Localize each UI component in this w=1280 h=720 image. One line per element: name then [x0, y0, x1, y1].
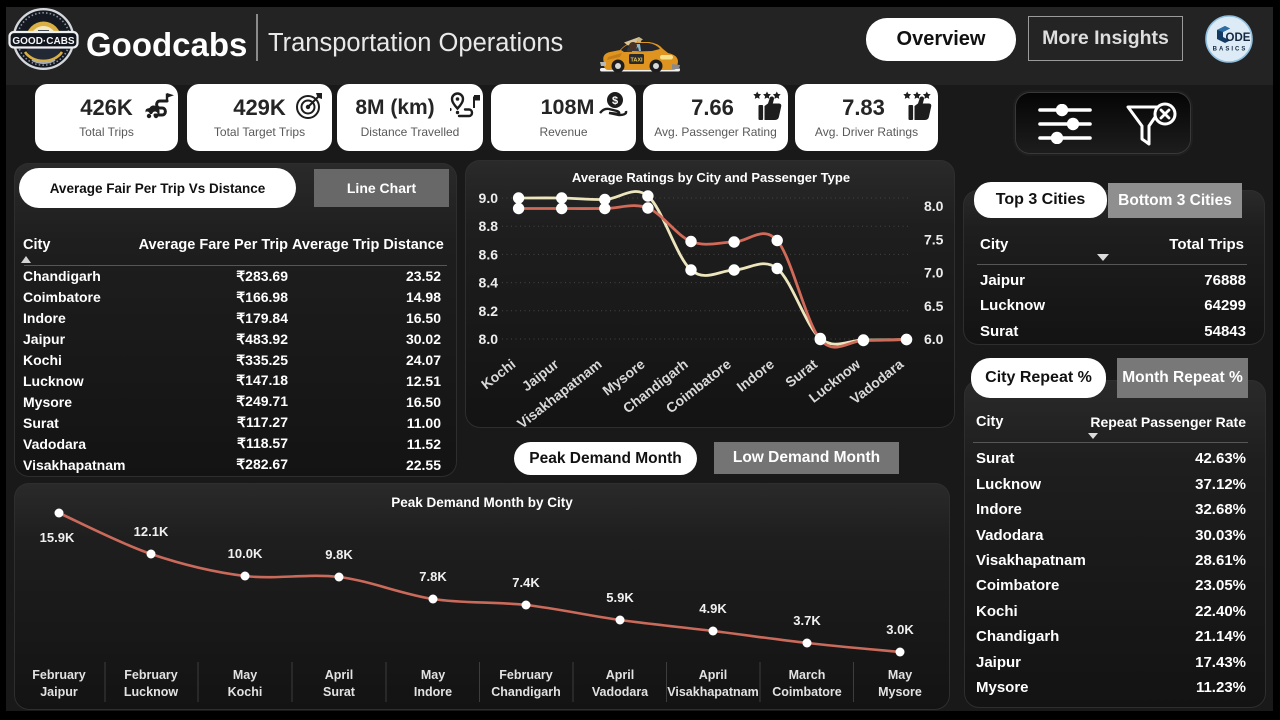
svg-text:7.5: 7.5	[924, 232, 944, 248]
svg-text:Kochi: Kochi	[228, 685, 263, 699]
svg-text:10.0K: 10.0K	[228, 546, 263, 561]
svg-text:Indore: Indore	[733, 356, 777, 395]
svg-text:February: February	[32, 668, 86, 682]
svg-text:Chandigarh: Chandigarh	[491, 685, 560, 699]
svg-text:February: February	[124, 668, 178, 682]
svg-text:Kochi: Kochi	[478, 356, 518, 393]
svg-text:Jaipur: Jaipur	[40, 685, 78, 699]
svg-text:May: May	[888, 668, 912, 682]
svg-text:Visakhapatnam: Visakhapatnam	[667, 685, 758, 699]
svg-text:15.9K: 15.9K	[40, 530, 75, 545]
svg-text:BASICS: BASICS	[1213, 47, 1248, 53]
svg-text:Mysore: Mysore	[878, 685, 922, 699]
svg-text:Peak Demand Month by City: Peak Demand Month by City	[391, 495, 573, 510]
svg-text:GOOD·CABS: GOOD·CABS	[12, 36, 75, 47]
svg-text:March: March	[789, 668, 826, 682]
svg-text:8.2: 8.2	[479, 303, 499, 319]
svg-text:8.0: 8.0	[479, 331, 499, 347]
svg-text:May: May	[421, 668, 445, 682]
svg-text:3.7K: 3.7K	[793, 613, 821, 628]
svg-text:May: May	[233, 668, 257, 682]
svg-text:Indore: Indore	[414, 685, 452, 699]
svg-text:Coimbatore: Coimbatore	[772, 685, 842, 699]
svg-text:ODE: ODE	[1226, 32, 1251, 44]
svg-text:Average Ratings by City and Pa: Average Ratings by City and Passenger Ty…	[572, 170, 850, 185]
svg-text:Surat: Surat	[323, 685, 356, 699]
svg-text:6.0: 6.0	[924, 331, 944, 347]
svg-text:TAXI: TAXI	[630, 58, 643, 64]
svg-text:7.0: 7.0	[924, 265, 944, 281]
svg-text:8.0: 8.0	[924, 198, 944, 214]
svg-text:8.4: 8.4	[479, 275, 499, 291]
svg-text:8.8: 8.8	[479, 218, 499, 234]
svg-text:4.9K: 4.9K	[699, 601, 727, 616]
svg-text:$: $	[612, 95, 618, 107]
svg-text:February: February	[499, 668, 553, 682]
svg-text:9.0: 9.0	[479, 190, 499, 206]
svg-text:5.9K: 5.9K	[606, 590, 634, 605]
svg-text:12.1K: 12.1K	[134, 524, 169, 539]
svg-text:April: April	[699, 668, 727, 682]
svg-text:April: April	[325, 668, 353, 682]
svg-text:7.4K: 7.4K	[512, 575, 540, 590]
svg-text:3.0K: 3.0K	[886, 622, 914, 637]
svg-text:8.6: 8.6	[479, 246, 499, 262]
svg-text:6.5: 6.5	[924, 298, 944, 314]
svg-text:April: April	[606, 668, 634, 682]
svg-text:9.8K: 9.8K	[325, 547, 353, 562]
svg-text:7.8K: 7.8K	[419, 569, 447, 584]
svg-text:Vadodara: Vadodara	[592, 685, 649, 699]
svg-text:Lucknow: Lucknow	[124, 685, 178, 699]
